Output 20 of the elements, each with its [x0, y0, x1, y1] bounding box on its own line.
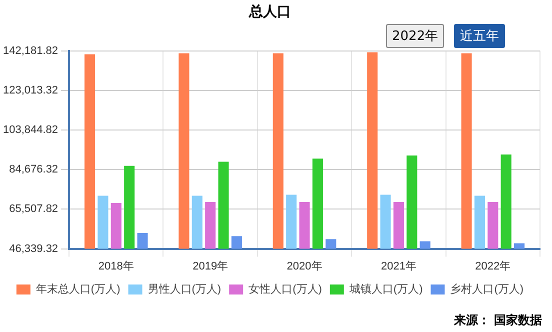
chart-title: 总人口: [248, 4, 291, 20]
legend-label: 女性人口(万人): [248, 284, 322, 296]
text: 近五年: [454, 24, 505, 48]
legend-label: 男性人口(万人): [148, 284, 222, 296]
source-note: 来源： 国家数据: [454, 312, 542, 329]
y-tick-label: 142,181.82: [2, 44, 58, 57]
legend-label: 年末总人口(万人): [36, 282, 120, 296]
x-tick-label: 2018年: [98, 260, 134, 272]
legend-label: 乡村人口(万人): [450, 282, 524, 296]
x-tick-label: 2021年: [380, 260, 416, 272]
x-tick-label: 2020年: [286, 260, 322, 272]
x-tick-label: 2019年: [192, 260, 228, 272]
legend-label: 城镇人口(万人): [348, 282, 423, 296]
x-tick-label: 2022年: [475, 260, 511, 272]
y-tick-label: 103,844.82: [2, 124, 58, 136]
y-tick-label: 123,013.32: [2, 84, 58, 96]
y-tick-label: 46,339.32: [9, 242, 58, 255]
text: 2022年: [386, 24, 444, 48]
y-tick-label: 84,676.32: [9, 164, 58, 176]
y-tick-label: 65,507.82: [9, 203, 58, 216]
